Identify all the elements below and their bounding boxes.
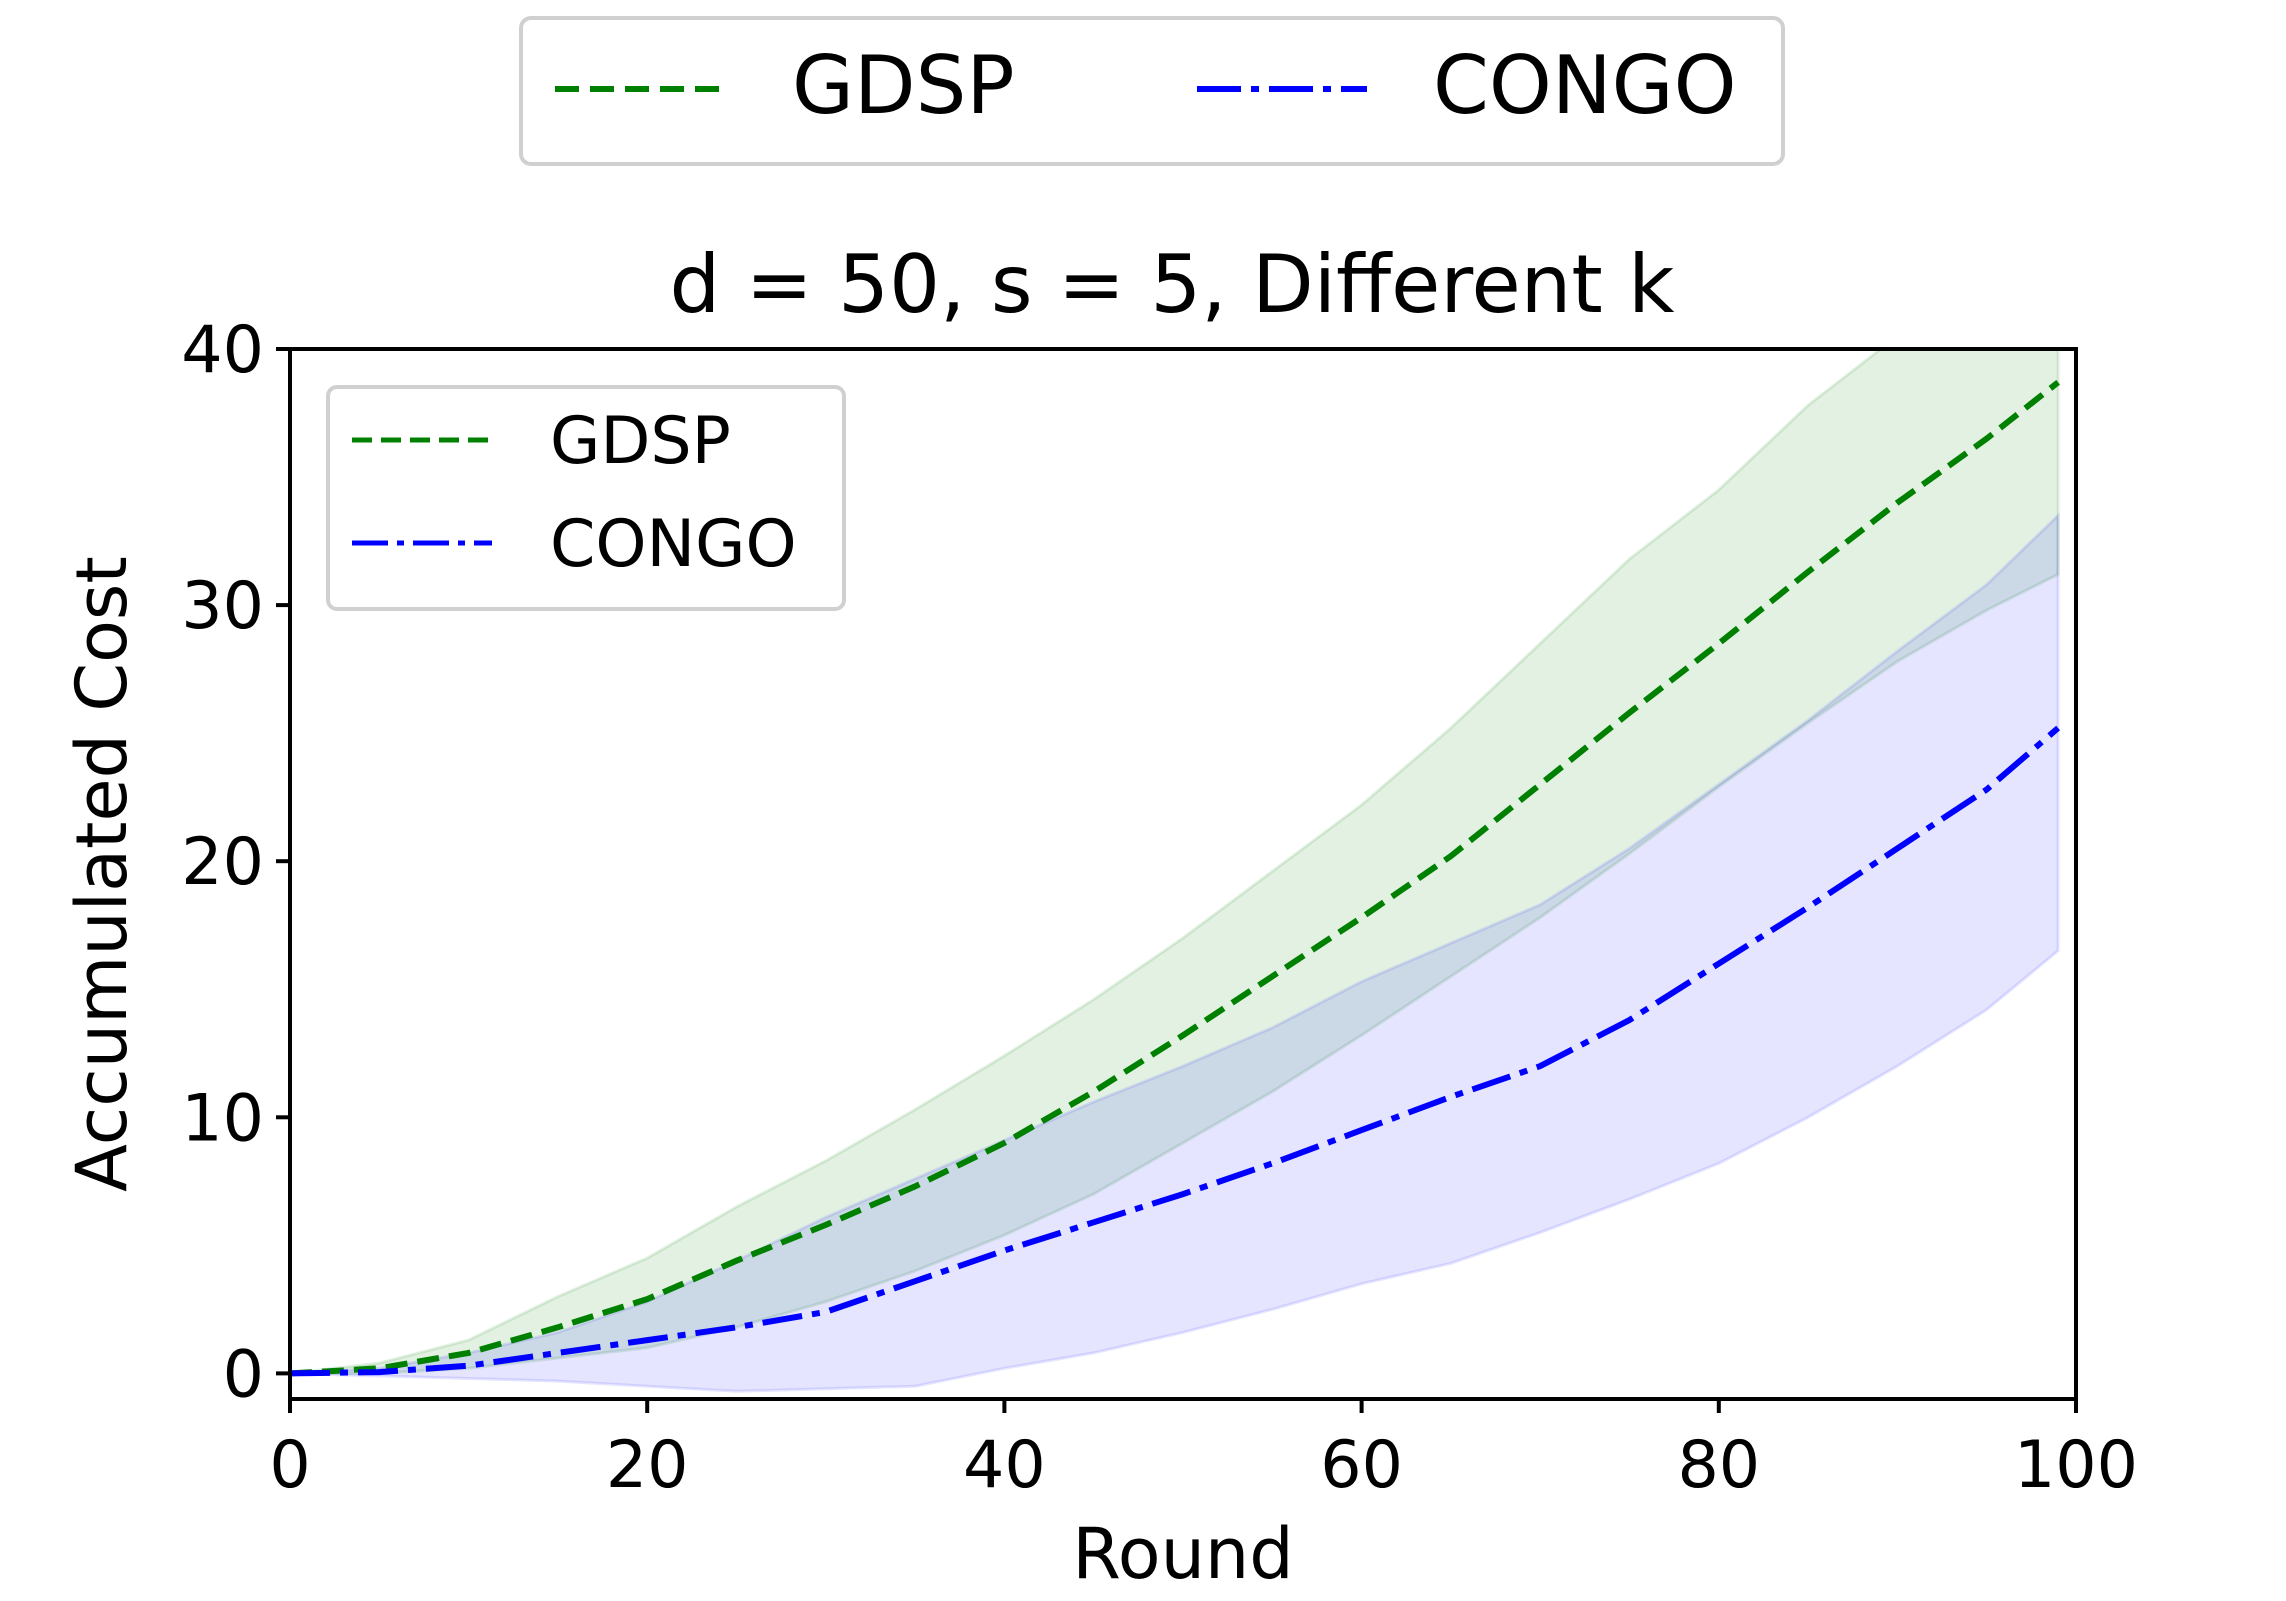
x-axis-ticks: 0 20 40 60 80 100 [269, 1399, 2138, 1503]
y-tick-label: 20 [181, 825, 264, 900]
x-tick-label: 0 [269, 1428, 310, 1503]
plot-legend-congo-label: CONGO [550, 507, 797, 582]
y-axis-label: Accumulated Cost [61, 556, 143, 1192]
y-tick-label: 30 [181, 569, 264, 644]
y-tick-label: 0 [223, 1337, 264, 1412]
x-tick-label: 20 [606, 1428, 689, 1503]
plot-legend: GDSP CONGO [326, 385, 846, 611]
top-legend-congo-label: CONGO [1433, 39, 1737, 132]
x-axis-label: Round [1072, 1513, 1293, 1595]
top-legend-gdsp-label: GDSP [792, 39, 1015, 132]
y-tick-label: 40 [181, 313, 264, 388]
top-legend: GDSP CONGO [519, 16, 1785, 166]
x-tick-label: 80 [1677, 1428, 1760, 1503]
x-tick-label: 60 [1320, 1428, 1403, 1503]
plot-legend-gdsp-label: GDSP [550, 404, 731, 479]
congo-mean-line [290, 725, 2061, 1377]
gdsp-confidence-band [290, 349, 2060, 1375]
y-axis-ticks: 0 10 20 30 40 [181, 313, 290, 1412]
chart-title: d = 50, s = 5, Different k [670, 238, 1676, 331]
gdsp-mean-line [290, 379, 2060, 1377]
y-tick-label: 10 [181, 1081, 264, 1156]
x-tick-label: 40 [963, 1428, 1046, 1503]
top-legend-frame [519, 16, 1785, 166]
congo-confidence-band [290, 511, 2060, 1393]
axes-frame [288, 347, 2078, 1401]
plot-content [290, 349, 2061, 1393]
x-tick-label: 100 [2014, 1428, 2138, 1503]
